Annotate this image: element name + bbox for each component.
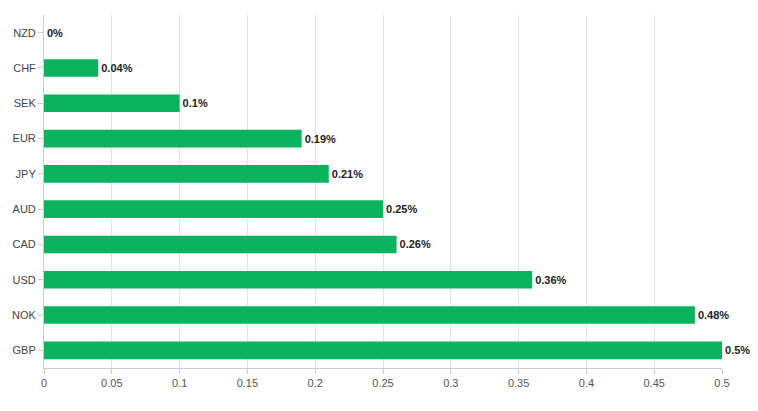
svg-text:0.25%: 0.25% — [386, 203, 417, 215]
svg-text:GBP: GBP — [13, 344, 36, 356]
svg-text:0.25: 0.25 — [372, 377, 393, 389]
svg-text:0.26%: 0.26% — [400, 238, 431, 250]
svg-text:0.3: 0.3 — [443, 377, 458, 389]
svg-text:0.05: 0.05 — [101, 377, 122, 389]
svg-text:0.45: 0.45 — [643, 377, 664, 389]
svg-text:0.1: 0.1 — [172, 377, 187, 389]
svg-text:0.5%: 0.5% — [725, 344, 750, 356]
svg-text:0.2: 0.2 — [308, 377, 323, 389]
svg-text:0.48%: 0.48% — [698, 309, 729, 321]
svg-text:0.1%: 0.1% — [183, 97, 208, 109]
svg-text:0.15: 0.15 — [237, 377, 258, 389]
svg-text:USD: USD — [13, 274, 36, 286]
svg-text:AUD: AUD — [13, 203, 36, 215]
svg-text:0.19%: 0.19% — [305, 133, 336, 145]
svg-text:0.35: 0.35 — [508, 377, 529, 389]
svg-text:EUR: EUR — [13, 132, 36, 144]
svg-text:0: 0 — [41, 377, 47, 389]
svg-text:NOK: NOK — [12, 309, 37, 321]
svg-text:CHF: CHF — [13, 62, 36, 74]
svg-text:SEK: SEK — [14, 97, 37, 109]
svg-text:0%: 0% — [47, 27, 63, 39]
svg-text:CAD: CAD — [13, 238, 36, 250]
svg-text:0.5: 0.5 — [714, 377, 729, 389]
svg-text:0.36%: 0.36% — [535, 274, 566, 286]
svg-text:0.04%: 0.04% — [101, 62, 132, 74]
svg-text:0.4: 0.4 — [579, 377, 594, 389]
svg-text:0.21%: 0.21% — [332, 168, 363, 180]
svg-text:JPY: JPY — [16, 168, 37, 180]
svg-text:NZD: NZD — [13, 27, 36, 39]
